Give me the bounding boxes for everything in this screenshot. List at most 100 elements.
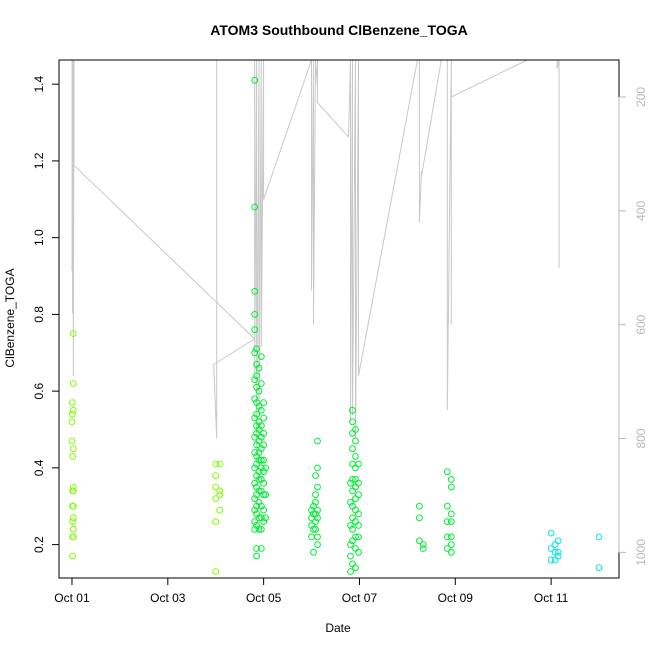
data-point — [352, 483, 359, 491]
data-point — [355, 522, 362, 529]
data-point — [255, 387, 263, 395]
data-point — [251, 479, 259, 487]
data-point — [355, 460, 362, 468]
data-point — [251, 518, 259, 525]
data-point — [352, 518, 359, 525]
data-point — [595, 564, 603, 571]
data-point — [419, 541, 427, 548]
data-point — [355, 533, 362, 541]
data-points-layer — [68, 76, 603, 575]
data-point — [312, 499, 319, 506]
data-point — [251, 311, 259, 318]
data-point — [212, 495, 220, 503]
data-point — [349, 406, 356, 414]
data-point — [349, 560, 356, 568]
data-point — [68, 410, 76, 418]
data-point — [212, 483, 220, 491]
data-point — [260, 491, 268, 499]
data-point — [447, 533, 455, 541]
y-tick-label: 0.8 — [32, 306, 46, 323]
data-point — [349, 525, 356, 533]
data-point — [416, 514, 423, 522]
data-point — [251, 376, 259, 384]
data-point — [352, 495, 359, 503]
data-point — [347, 568, 354, 575]
data-point — [260, 441, 268, 449]
data-point — [68, 418, 76, 426]
data-point — [554, 537, 562, 545]
data-point — [251, 203, 259, 211]
data-point — [212, 518, 220, 525]
data-point — [216, 487, 224, 495]
plot-frame — [58, 59, 620, 579]
data-point — [308, 533, 315, 541]
data-point — [347, 522, 354, 529]
data-point — [69, 380, 77, 387]
data-point — [69, 487, 77, 495]
data-point — [349, 514, 356, 522]
data-point — [355, 479, 362, 487]
data-point — [312, 491, 319, 499]
data-point — [255, 514, 263, 522]
data-point — [69, 525, 77, 533]
data-point — [253, 545, 261, 552]
data-point — [253, 410, 261, 418]
data-point — [69, 502, 77, 510]
data-point — [69, 330, 77, 338]
data-point — [262, 491, 270, 499]
data-point — [68, 399, 76, 407]
data-point — [251, 326, 259, 334]
y-tick-label: 0.2 — [32, 536, 46, 553]
data-point — [69, 453, 76, 460]
data-point — [251, 414, 259, 422]
y2-tick-label: 800 — [634, 428, 648, 448]
data-point — [69, 514, 77, 522]
data-point — [547, 556, 555, 564]
data-point — [416, 502, 423, 510]
y2-tick-label: 200 — [634, 87, 648, 107]
data-point — [352, 464, 359, 472]
data-point — [347, 541, 354, 548]
data-point — [447, 541, 455, 548]
data-point — [352, 533, 359, 541]
data-point — [349, 429, 356, 437]
data-point — [352, 426, 359, 433]
data-point — [547, 529, 555, 537]
data-point — [349, 487, 356, 495]
data-point — [251, 495, 259, 503]
data-point — [447, 476, 455, 483]
data-point — [257, 456, 265, 464]
y-tick-label: 1.0 — [32, 229, 46, 246]
data-point — [547, 545, 555, 552]
data-point — [251, 76, 259, 84]
data-point — [69, 406, 77, 414]
data-point — [352, 545, 359, 552]
data-point — [216, 491, 224, 499]
data-point — [347, 479, 354, 487]
data-point — [257, 380, 265, 387]
y2-tick-label: 400 — [634, 201, 648, 221]
data-point — [69, 533, 77, 541]
chart-title: ATOM3 Southbound ClBenzene_TOGA — [210, 22, 467, 38]
data-point — [69, 483, 77, 491]
data-point — [212, 460, 220, 468]
data-point — [352, 564, 359, 571]
data-point — [251, 525, 259, 533]
y2-tick-label: 1000 — [634, 539, 648, 566]
altitude-line-layer — [71, 59, 560, 450]
data-point — [260, 429, 268, 437]
y-axis-left: 0.2 0.4 0.6 0.8 1.0 1.2 1.4 — [32, 76, 60, 553]
data-point — [312, 472, 319, 480]
data-point — [257, 525, 265, 533]
data-point — [314, 483, 321, 491]
data-point — [314, 506, 321, 514]
data-point — [352, 437, 359, 445]
data-point — [255, 364, 263, 372]
data-point — [251, 349, 259, 357]
data-point — [349, 445, 356, 453]
data-point — [349, 418, 356, 426]
data-point — [447, 483, 455, 491]
data-point — [349, 460, 356, 468]
data-point — [352, 506, 359, 514]
